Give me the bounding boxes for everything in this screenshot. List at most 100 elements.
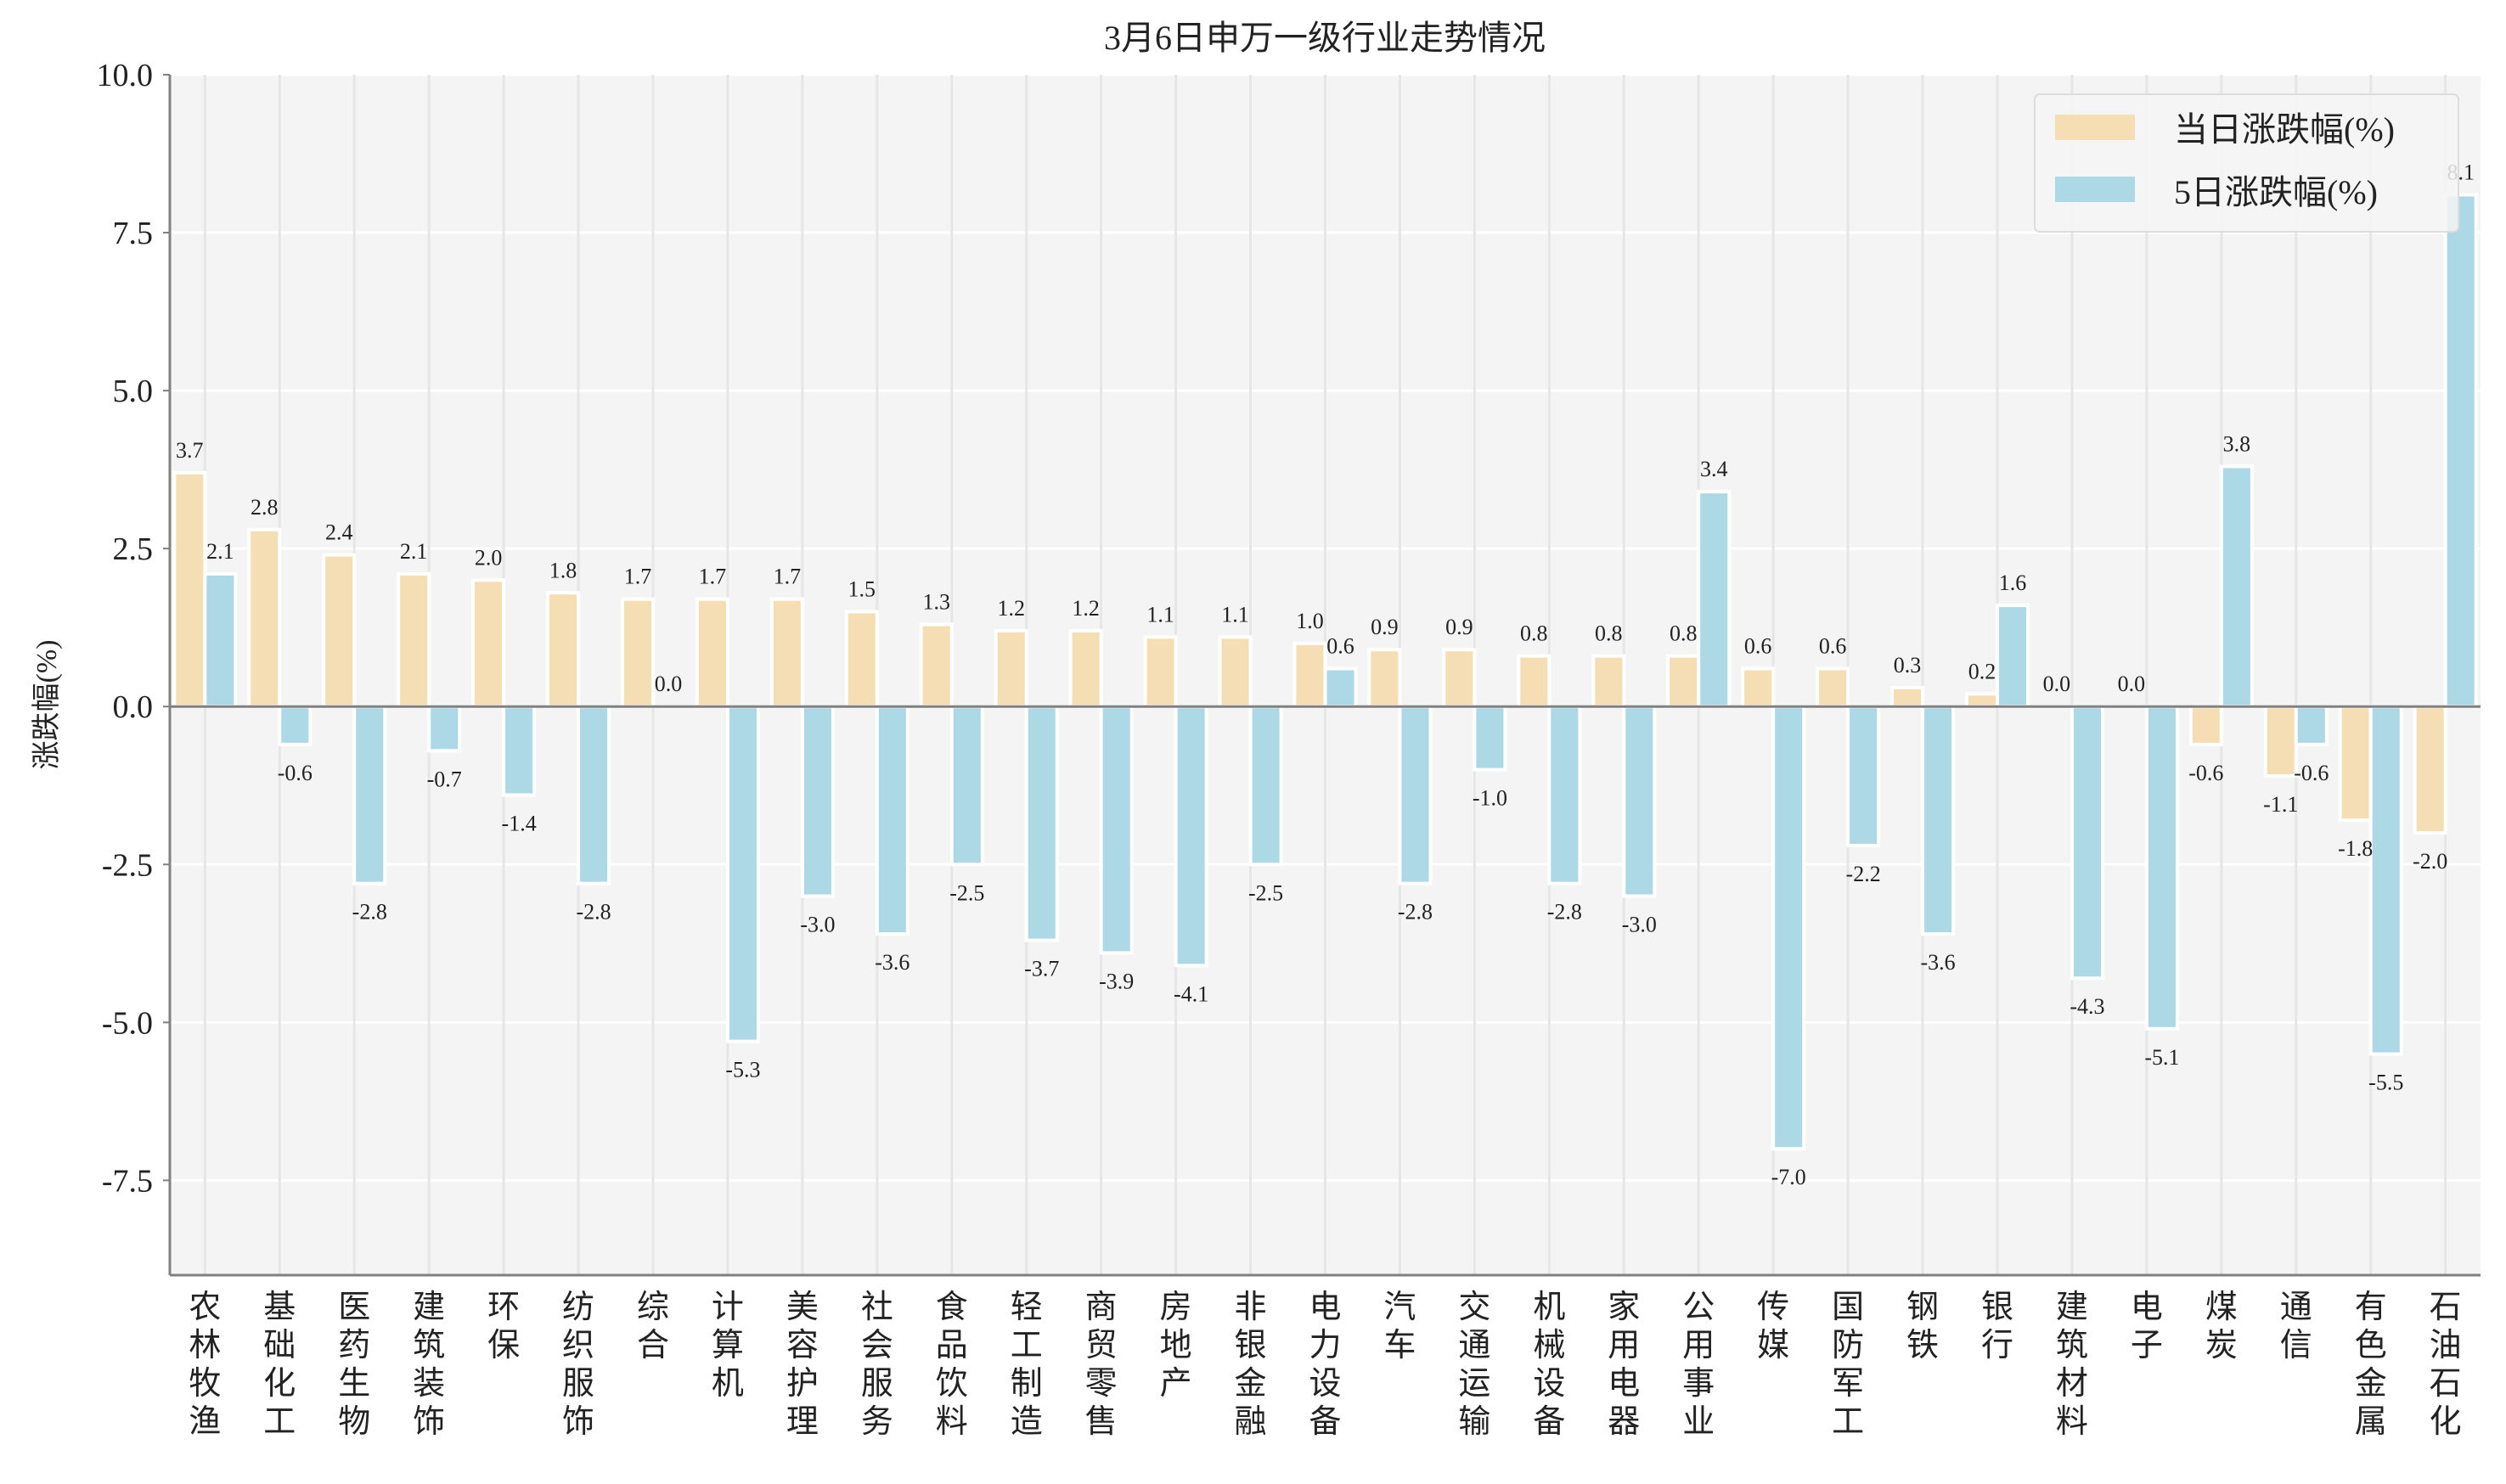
data-label: 1.8 — [549, 558, 577, 582]
x-tick-char: 油 — [2430, 1328, 2462, 1363]
x-tick-char: 渔 — [189, 1404, 221, 1440]
data-label: 2.4 — [325, 520, 353, 545]
bar-daily-1 — [247, 527, 282, 709]
data-label: 0.9 — [1371, 615, 1399, 639]
x-tick-label: 煤炭 — [2205, 1290, 2238, 1363]
x-tick-label: 社会服务 — [861, 1290, 893, 1440]
data-label: -2.8 — [576, 900, 611, 925]
bar-daily-12 — [1068, 628, 1103, 709]
x-tick-char: 属 — [2355, 1404, 2387, 1440]
data-label: -2.5 — [949, 880, 984, 905]
x-tick-label: 医药生物 — [338, 1290, 370, 1440]
data-label: 2.0 — [475, 545, 503, 570]
data-label: 1.3 — [922, 589, 950, 614]
x-tick-char: 筑 — [413, 1328, 445, 1363]
x-tick-char: 药 — [338, 1328, 370, 1363]
x-tick-char: 商 — [1085, 1290, 1118, 1325]
x-tick-char: 汽 — [1383, 1290, 1416, 1325]
data-label: -3.9 — [1099, 969, 1134, 993]
data-label: 0.2 — [1968, 659, 1996, 683]
bar-5day-16 — [1398, 705, 1433, 885]
x-tick-char: 牧 — [189, 1366, 221, 1402]
x-tick-char: 钢 — [1906, 1290, 1939, 1325]
bar-daily-3 — [397, 571, 431, 709]
x-tick-char: 饰 — [562, 1404, 594, 1440]
data-label: 3.7 — [176, 438, 204, 463]
x-tick-label: 电子 — [2131, 1290, 2163, 1363]
data-label: -1.8 — [2338, 836, 2373, 861]
x-tick-label: 建筑装饰 — [413, 1290, 445, 1440]
x-tick-label: 农林牧渔 — [189, 1290, 221, 1440]
x-tick-label: 轻工制造 — [1011, 1290, 1043, 1440]
bar-5day-3 — [427, 705, 462, 753]
x-tick-char: 计 — [712, 1290, 744, 1325]
x-tick-char: 银 — [1235, 1328, 1267, 1363]
data-label: -2.2 — [1846, 862, 1881, 886]
x-tick-char: 军 — [1832, 1366, 1864, 1402]
bar-5day-14 — [1248, 705, 1283, 867]
x-tick-char: 子 — [2131, 1328, 2163, 1363]
x-tick-char: 装 — [413, 1366, 445, 1402]
data-label: -1.1 — [2263, 792, 2298, 817]
data-label: -0.7 — [427, 767, 462, 791]
data-label: -5.5 — [2368, 1071, 2403, 1095]
y-tick-label: 2.5 — [113, 531, 154, 567]
data-label: 0.8 — [1670, 621, 1698, 646]
legend-label-daily: 当日涨跌幅(%) — [2174, 110, 2395, 149]
x-tick-char: 轻 — [1011, 1290, 1043, 1325]
x-tick-label: 计算机 — [712, 1290, 744, 1402]
x-tick-char: 环 — [487, 1290, 520, 1325]
x-tick-char: 融 — [1235, 1404, 1267, 1440]
data-label: 1.5 — [848, 577, 876, 602]
bar-5day-21 — [1771, 705, 1806, 1151]
data-label: 1.0 — [1296, 609, 1324, 633]
x-tick-char: 零 — [1085, 1366, 1118, 1402]
x-tick-char: 石 — [2430, 1290, 2462, 1325]
data-label: 1.7 — [774, 565, 802, 589]
x-tick-char: 国 — [1832, 1290, 1864, 1325]
bar-5day-20 — [1697, 490, 1732, 709]
data-label: -4.3 — [2070, 994, 2104, 1019]
x-tick-char: 地 — [1160, 1328, 1192, 1363]
data-labels: 3.7 2.8 2.4 2.1 2.0 1.8 1.7 1.7 1.7 1.5 1.3 1.2 1.2 1… — [176, 160, 2475, 1189]
x-tick-char: 用 — [1682, 1328, 1715, 1363]
x-tick-char: 备 — [1309, 1404, 1341, 1440]
x-tick-char: 传 — [1757, 1290, 1789, 1325]
y-tick-label: -7.5 — [102, 1163, 153, 1199]
data-label: -3.0 — [800, 912, 835, 936]
x-tick-char: 料 — [936, 1404, 968, 1440]
bar-5day-11 — [1024, 705, 1059, 942]
bar-5day-26 — [2144, 705, 2179, 1031]
x-tick-char: 材 — [2056, 1366, 2088, 1402]
x-tick-char: 防 — [1832, 1328, 1864, 1363]
data-label: 1.2 — [1072, 596, 1100, 621]
bar-5day-27 — [2219, 464, 2254, 709]
x-tick-char: 料 — [2056, 1404, 2088, 1440]
data-label: -3.6 — [1920, 950, 1955, 975]
x-tick-char: 造 — [1011, 1404, 1043, 1440]
bar-daily-23 — [1889, 685, 1925, 709]
data-label: 0.6 — [1326, 634, 1354, 659]
bar-daily-5 — [545, 591, 581, 709]
x-tick-char: 织 — [562, 1328, 594, 1363]
x-tick-char: 建 — [2056, 1290, 2088, 1325]
x-tick-char: 筑 — [2056, 1328, 2088, 1363]
data-label: -2.8 — [352, 900, 387, 925]
x-tick-label: 通信 — [2280, 1290, 2312, 1363]
bar-daily-2 — [322, 553, 357, 709]
x-tick-char: 金 — [2355, 1366, 2387, 1402]
chart-title: 3月6日申万一级行业走势情况 — [1104, 19, 1546, 57]
x-tick-char: 非 — [1235, 1290, 1267, 1325]
x-tick-char: 车 — [1383, 1328, 1416, 1363]
bar-daily-0 — [172, 470, 207, 709]
x-tick-char: 械 — [1533, 1328, 1565, 1363]
bar-5day-8 — [800, 705, 835, 898]
x-tick-char: 服 — [861, 1366, 893, 1402]
bar-daily-6 — [620, 597, 656, 709]
x-tick-char: 算 — [712, 1328, 744, 1363]
legend-box — [2034, 93, 2459, 233]
x-tick-char: 品 — [936, 1328, 968, 1363]
data-label: -4.1 — [1174, 981, 1208, 1006]
bar-5day-22 — [1846, 705, 1881, 847]
